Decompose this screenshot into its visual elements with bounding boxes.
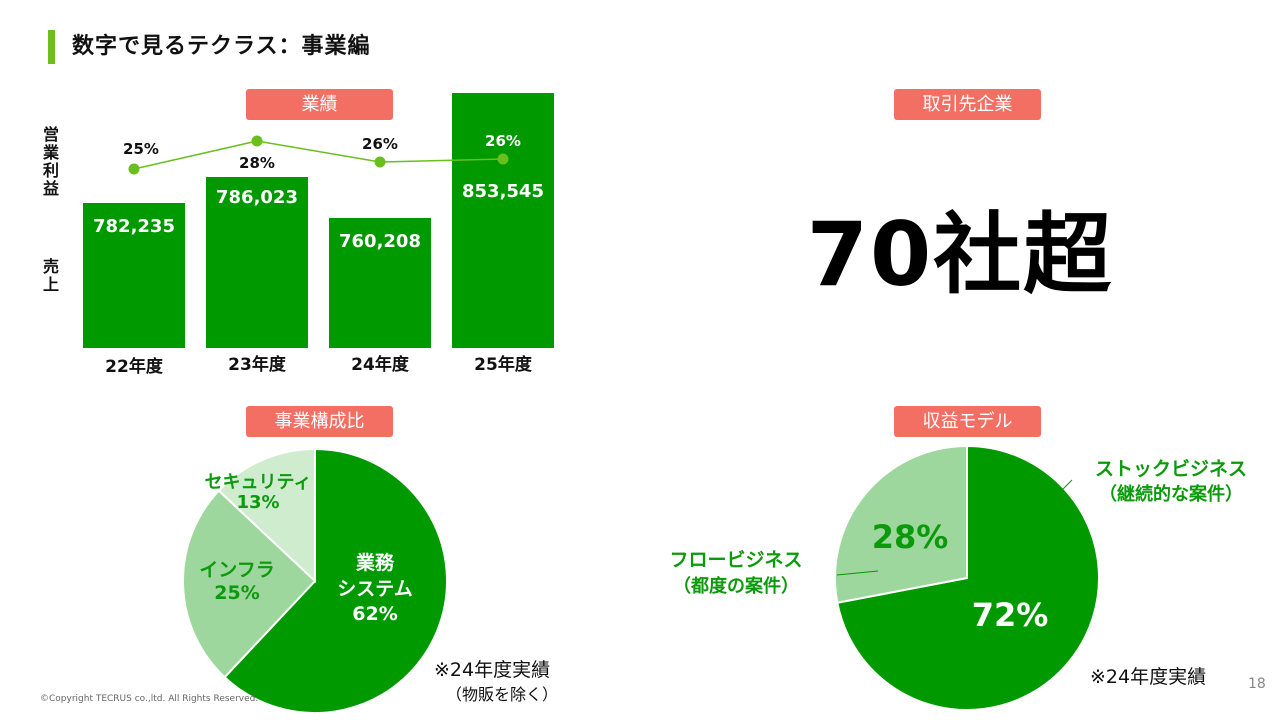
- page-number: 18: [1248, 676, 1266, 692]
- pie-slice-label-business-system: 業務 システム: [337, 552, 413, 600]
- sales-bar: [83, 203, 185, 348]
- pie-slice-value-business-system: 62%: [352, 603, 398, 625]
- profit-margin-label: 26%: [485, 132, 521, 150]
- section-label-clients: 取引先企業: [894, 89, 1041, 120]
- sales-bar: [329, 218, 431, 348]
- category-label: 24年度: [351, 354, 410, 375]
- section-label-revenue-model: 収益モデル: [894, 406, 1041, 437]
- pie-slice-value-security: 13%: [236, 492, 280, 513]
- sales-bar: [206, 177, 308, 348]
- copyright-text: ©Copyright TECRUS co.,ltd. All Rights Re…: [40, 694, 259, 704]
- section-label-performance: 業績: [246, 89, 393, 120]
- revenue-pie-slice: [834, 444, 968, 604]
- operating-profit-axis-label: 営業利益: [42, 125, 59, 198]
- profit-margin-point: [251, 135, 263, 147]
- composition-pie-slice: [223, 447, 448, 714]
- composition-note-sub: （物販を除く）: [446, 685, 559, 704]
- pie-slice-label-stock: ストックビジネス: [1094, 458, 1247, 480]
- sales-bar-label: 786,023: [216, 187, 298, 208]
- pie-slice-label-flow: フロービジネス: [669, 549, 803, 571]
- page-title: 数字で見るテクラス：事業編: [72, 34, 371, 59]
- composition-pie-slice: [182, 489, 317, 679]
- profit-margin-label: 25%: [123, 140, 159, 158]
- pie-slice-value-stock: 72%: [971, 596, 1049, 634]
- composition-pie-slice: [217, 447, 316, 584]
- pie-slice-label-infra: インフラ: [199, 559, 275, 581]
- flow-leader-line: [836, 570, 879, 576]
- client-count-value: 70社超: [806, 203, 1114, 306]
- title-accent-bar: [48, 30, 55, 64]
- pie-slice-value-flow: 28%: [871, 518, 949, 556]
- profit-margin-line: [133, 140, 504, 170]
- category-label: 23年度: [228, 354, 287, 375]
- profit-margin-point: [128, 163, 140, 175]
- revenue-pie-slice: [836, 444, 1100, 711]
- sales-bar-label: 782,235: [93, 216, 175, 237]
- sales-axis-label: 売上: [42, 257, 59, 294]
- pie-slice-value-infra: 25%: [214, 582, 260, 604]
- composition-note: ※24年度実績: [434, 659, 551, 681]
- section-label-composition: 事業構成比: [246, 406, 393, 437]
- profit-margin-label: 28%: [239, 154, 275, 172]
- pie-slice-sublabel-flow: （都度の案件）: [673, 576, 799, 597]
- stock-leader-line: [1061, 479, 1073, 491]
- profit-margin-point: [497, 153, 509, 165]
- sales-bar-label: 853,545: [462, 181, 544, 202]
- sales-bar-label: 760,208: [339, 231, 421, 252]
- sales-bar: [452, 93, 554, 348]
- pie-slice-label-security: セキュリティ: [204, 472, 312, 493]
- category-label: 22年度: [105, 356, 164, 377]
- profit-margin-label: 26%: [362, 135, 398, 153]
- profit-margin-point: [374, 156, 386, 168]
- category-label: 25年度: [474, 354, 533, 375]
- revenue-model-note: ※24年度実績: [1090, 666, 1207, 688]
- pie-slice-sublabel-stock: （継続的な案件）: [1099, 484, 1243, 505]
